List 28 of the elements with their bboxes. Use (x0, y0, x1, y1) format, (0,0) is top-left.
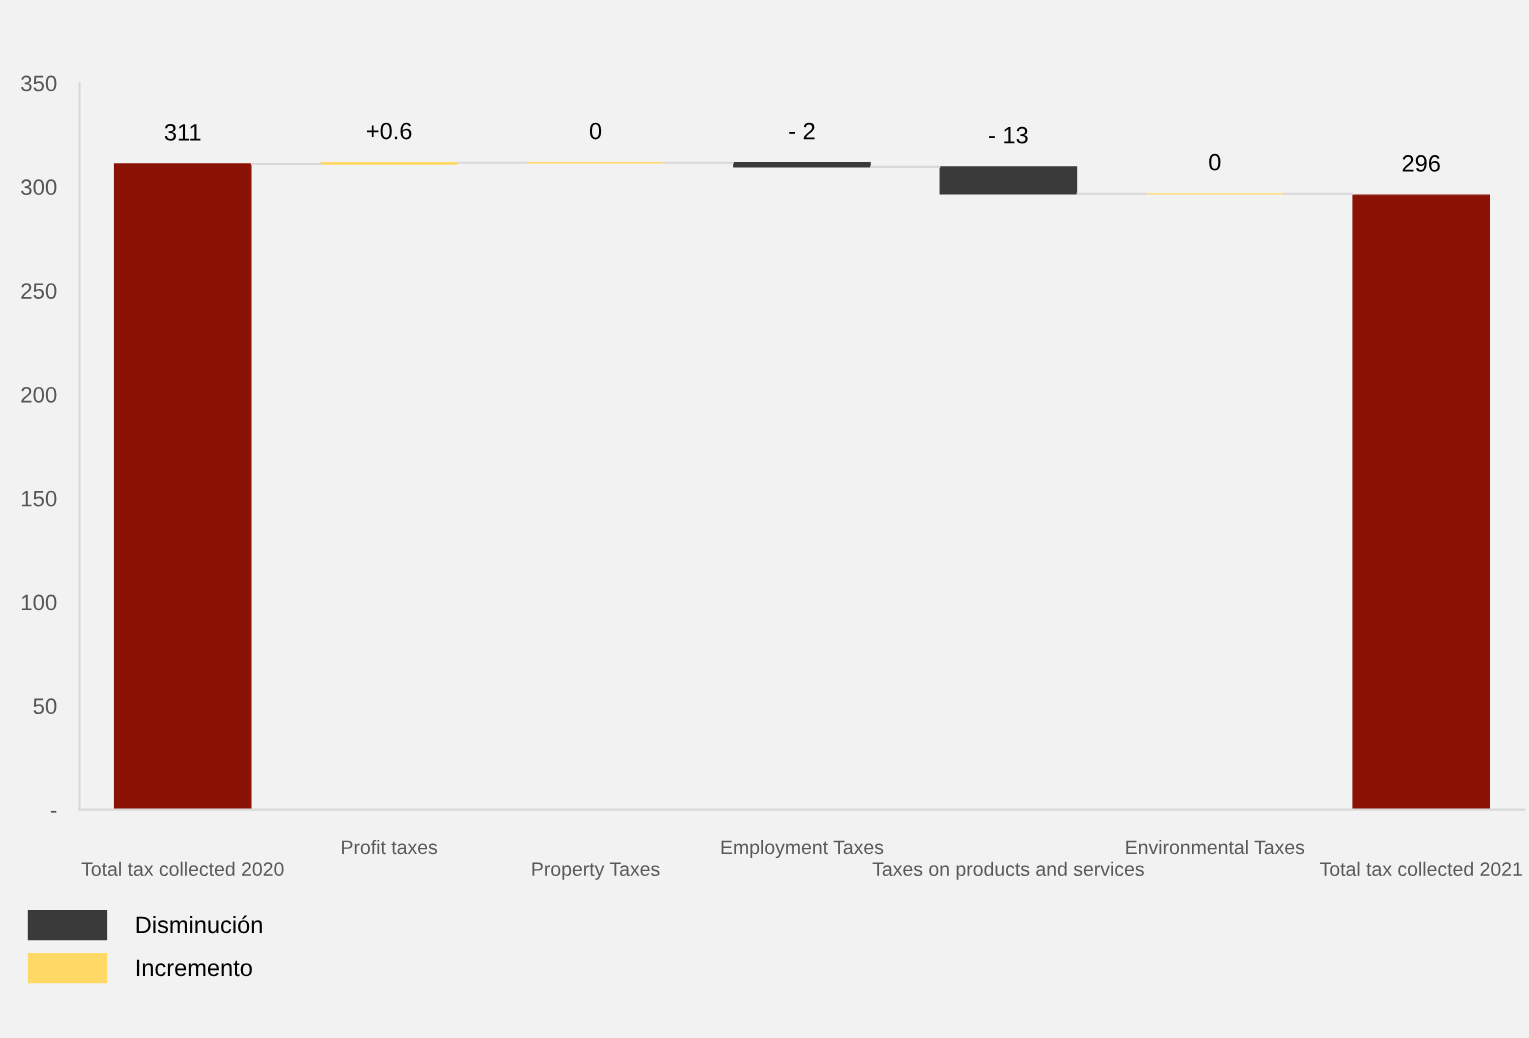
y-tick-label: 350 (21, 75, 57, 92)
x-tick-label: Taxes on products and services (872, 861, 1144, 880)
text: +0.6 (366, 122, 412, 140)
y-tick-label: 100 (21, 594, 57, 611)
x-tick-label: Employment Taxes (721, 839, 884, 859)
x-tick-label: Profit taxes (342, 839, 438, 855)
text: 311 (164, 123, 201, 141)
text: 0 (1209, 153, 1221, 171)
y-tick-label: 200 (21, 386, 57, 403)
y-tick-label: 250 (21, 283, 57, 299)
text: 296 (1402, 155, 1440, 172)
text: - 2 (789, 122, 815, 140)
legend-label: Incremento (136, 959, 252, 977)
bar (1352, 194, 1491, 810)
y-tick-label: 150 (21, 490, 57, 507)
x-tick-label: Total tax collected 2021 (1320, 861, 1522, 877)
y-tick-label: 300 (21, 179, 57, 196)
y-tick-label: 50 (33, 698, 57, 715)
bar (113, 163, 252, 810)
x-tick-label: Total tax collected 2020 (81, 861, 284, 877)
x-tick-label: Environmental Taxes (1126, 839, 1305, 855)
text: - 13 (989, 126, 1028, 144)
legend-label: Disminución (136, 915, 262, 934)
y-tick-label: - (50, 810, 57, 813)
bar (733, 162, 871, 168)
bar (939, 166, 1078, 195)
text: 0 (589, 122, 602, 140)
x-tick-label: Property Taxes (532, 862, 660, 880)
